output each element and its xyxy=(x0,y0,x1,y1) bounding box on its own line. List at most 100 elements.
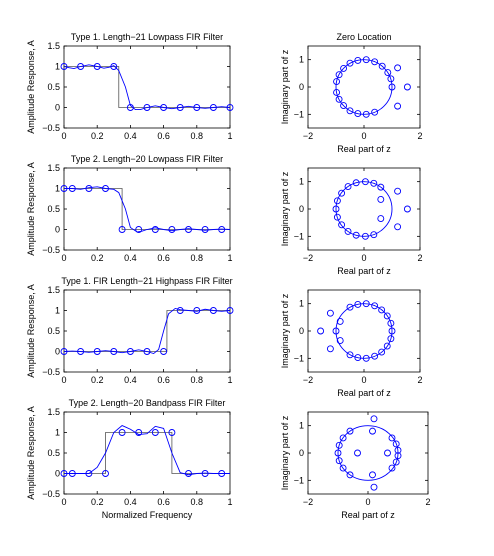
zero-marker xyxy=(354,57,362,64)
x-tick-label: 0 xyxy=(61,497,66,507)
zero-marker xyxy=(362,56,370,64)
amplitude-response-line xyxy=(63,64,231,111)
chart-6: −2 0 2 −1 0 1 Real part of z Imaginary part of … xyxy=(280,289,423,398)
chart-title: Type 1. Length−21 Lowpass FIR Filter xyxy=(71,32,223,42)
chart-title: Zero Location xyxy=(336,32,391,42)
zero-marker xyxy=(361,232,369,240)
x-tick-label: 0 xyxy=(361,253,366,263)
sample-point xyxy=(110,348,118,355)
zero-marker xyxy=(378,306,386,314)
x-tick-label: 2 xyxy=(417,375,422,385)
zero-marker xyxy=(369,471,376,479)
x-tick-label: 1 xyxy=(227,253,232,263)
zero-marker xyxy=(394,452,402,460)
zero-marker xyxy=(333,197,341,205)
x-tick-label: −2 xyxy=(303,131,313,141)
x-tick-label: 0.6 xyxy=(157,131,170,141)
ideal-response-line xyxy=(64,432,230,474)
zero-marker xyxy=(384,69,392,76)
zero-marker xyxy=(333,89,341,96)
zero-marker xyxy=(317,327,325,335)
zero-marker xyxy=(377,195,385,203)
zero-marker xyxy=(362,300,370,308)
sample-point xyxy=(201,470,209,477)
zero-marker xyxy=(394,64,402,72)
sample-point xyxy=(110,63,118,70)
x-tick-label: 0.4 xyxy=(124,497,137,507)
zero-marker xyxy=(326,345,334,353)
zero-marker xyxy=(346,471,354,479)
sample-point xyxy=(143,348,151,355)
zero-marker xyxy=(394,223,402,231)
sample-point xyxy=(226,104,234,111)
sample-point xyxy=(160,104,168,111)
y-tick-label: 1 xyxy=(299,421,304,431)
y-tick-label: 0.5 xyxy=(47,326,60,336)
y-tick-label: 0 xyxy=(299,448,304,458)
sample-point xyxy=(77,63,85,70)
zero-marker xyxy=(370,483,378,491)
sample-point xyxy=(168,429,176,436)
zero-marker xyxy=(354,449,361,457)
sample-point xyxy=(218,226,226,233)
zero-marker xyxy=(370,179,378,187)
y-tick-label: 0 xyxy=(299,82,304,92)
sample-point xyxy=(151,226,159,233)
zero-marker xyxy=(377,215,385,223)
zero-marker xyxy=(335,457,343,465)
x-tick-label: 1 xyxy=(227,375,232,385)
zero-marker xyxy=(346,303,354,311)
zero-marker xyxy=(340,102,348,110)
sample-point xyxy=(226,307,234,314)
chart-title: Type 2. Length−20 Bandpass FIR Filter xyxy=(69,398,226,408)
zero-marker xyxy=(388,327,396,335)
zero-marker xyxy=(346,59,354,67)
x-tick-label: 0.8 xyxy=(191,253,204,263)
x-tick-label: 0.4 xyxy=(124,253,137,263)
sample-point xyxy=(68,470,76,477)
zero-marker xyxy=(340,64,348,72)
x-tick-label: 2 xyxy=(425,497,430,507)
zero-marker xyxy=(344,183,352,191)
x-tick-label: 0.8 xyxy=(191,131,204,141)
zero-marker xyxy=(387,335,395,343)
sample-point xyxy=(168,226,176,233)
y-tick-label: −0.5 xyxy=(42,245,60,255)
zero-marker xyxy=(377,183,385,191)
y-tick-label: 0 xyxy=(55,469,60,479)
x-tick-label: 2 xyxy=(417,131,422,141)
sample-point xyxy=(126,348,134,355)
y-axis-label: Imaginary part of z xyxy=(280,293,290,368)
x-tick-label: 0 xyxy=(61,253,66,263)
y-axis-label: Imaginary part of z xyxy=(280,49,290,124)
zero-marker xyxy=(371,352,379,360)
x-axis-label: Real part of z xyxy=(341,510,395,520)
sample-point xyxy=(102,185,109,192)
y-tick-label: −1 xyxy=(294,353,304,363)
zero-marker xyxy=(371,302,379,310)
x-tick-label: −2 xyxy=(303,497,313,507)
x-tick-label: 0.6 xyxy=(157,253,170,263)
sample-point xyxy=(135,429,143,436)
zero-marker xyxy=(378,348,386,356)
chart-4: −2 0 2 −1 0 1 Real part of z Imaginary part of … xyxy=(280,167,423,276)
zero-marker xyxy=(362,354,370,362)
x-tick-label: 0.4 xyxy=(124,131,137,141)
zero-marker xyxy=(354,354,362,361)
zero-marker xyxy=(335,441,343,449)
sample-point xyxy=(93,348,101,355)
x-tick-label: −2 xyxy=(303,253,313,263)
x-tick-label: 1 xyxy=(227,131,232,141)
x-axis-label: Real part of z xyxy=(337,388,391,398)
zero-marker xyxy=(370,415,378,423)
x-tick-label: 0 xyxy=(365,497,370,507)
amplitude-response-line xyxy=(64,425,230,476)
x-axis-label: Real part of z xyxy=(337,266,391,276)
x-tick-label: 0.8 xyxy=(191,375,204,385)
sample-point xyxy=(93,63,101,70)
zero-marker xyxy=(338,221,346,229)
ideal-response-line xyxy=(64,310,230,352)
